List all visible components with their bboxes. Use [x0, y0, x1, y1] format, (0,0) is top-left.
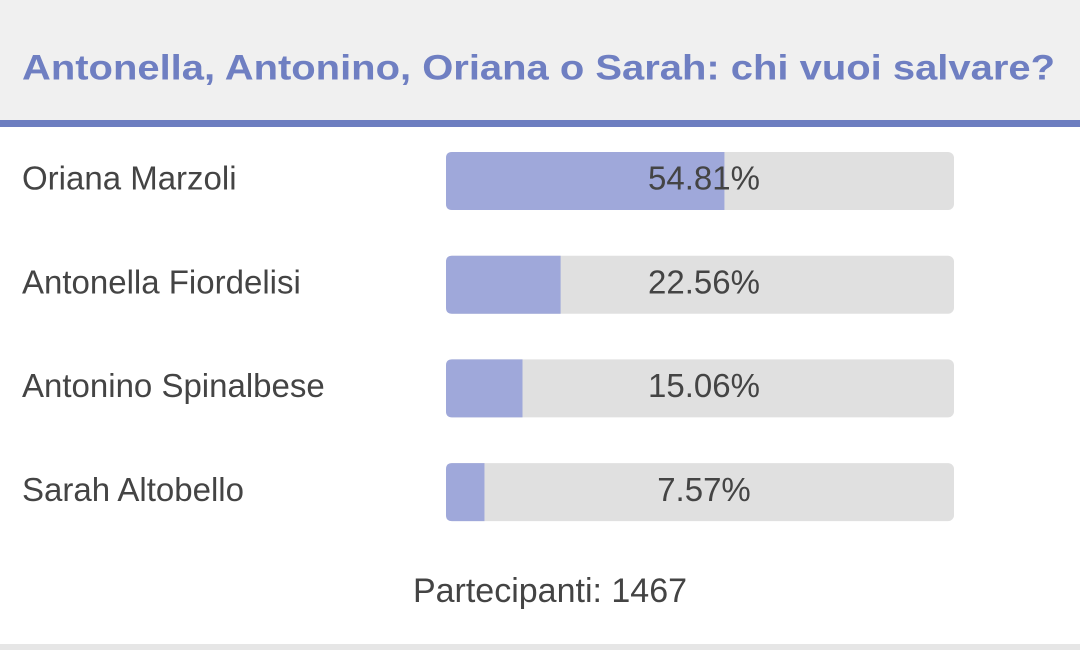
bar-track[interactable]: [446, 463, 954, 522]
bar: [446, 359, 523, 418]
poll-title: Antonella, Antonino, Oriana o Sarah: chi…: [22, 48, 1055, 87]
bar-track[interactable]: [446, 255, 954, 314]
bar: [446, 463, 485, 522]
option-label: Antonino Spinalbese: [22, 367, 325, 404]
bar-track[interactable]: [446, 359, 954, 418]
option-label: Antonella Fiordelisi: [22, 263, 301, 300]
value-label: 15.06%: [648, 367, 760, 404]
bar: [446, 255, 561, 314]
participants: Partecipanti: 1467: [413, 572, 687, 610]
header-bg: [0, 0, 1080, 120]
bar: [446, 152, 725, 210]
value-label: 7.57%: [657, 471, 751, 508]
header-rule: [0, 120, 1080, 127]
value-label: 22.56%: [648, 263, 760, 300]
value-label: 54.81%: [648, 160, 760, 197]
option-label: Sarah Altobello: [22, 471, 244, 508]
bottom-rule: [0, 644, 1080, 650]
option-label: Oriana Marzoli: [22, 160, 237, 197]
